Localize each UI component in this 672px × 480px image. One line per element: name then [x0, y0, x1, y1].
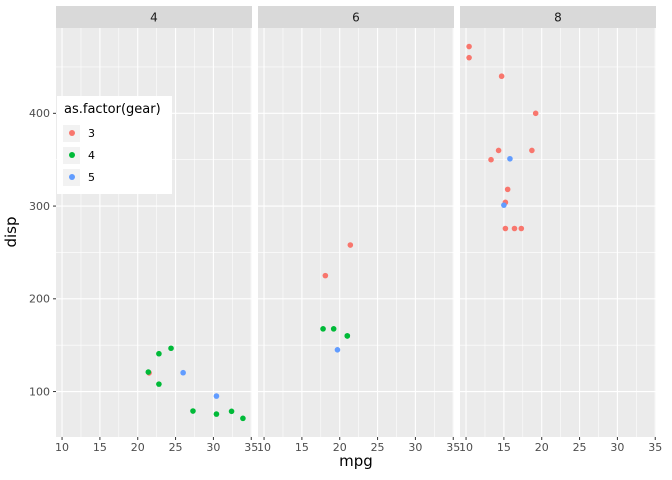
- data-point: [344, 333, 351, 339]
- data-point: [168, 345, 174, 352]
- data-point: [511, 225, 518, 232]
- data-point: [504, 186, 511, 193]
- x-tick-label: 10: [257, 441, 271, 454]
- data-point: [228, 408, 235, 415]
- y-tick-label: 200: [29, 293, 50, 306]
- legend-item-gear-5: 5: [63, 166, 161, 188]
- facet-strip-label: 6: [352, 11, 360, 25]
- y-tick-label: 300: [29, 200, 50, 213]
- legend-label: 4: [88, 148, 95, 162]
- x-tick-label: 30: [610, 441, 624, 454]
- data-point: [466, 54, 472, 61]
- x-tick-label: 20: [535, 441, 549, 454]
- x-tick-label: 25: [169, 441, 183, 454]
- facet-strip: [460, 6, 656, 28]
- data-point: [322, 272, 329, 279]
- x-tick-label: 10: [459, 441, 473, 454]
- data-point: [180, 369, 186, 376]
- data-point: [240, 415, 246, 422]
- x-tick-label: 20: [131, 441, 145, 454]
- legend: as.factor(gear) 3 4 5: [57, 96, 172, 194]
- data-point: [156, 350, 162, 357]
- data-point: [488, 156, 494, 163]
- panel-background: [258, 28, 454, 437]
- facet-strip-label: 4: [150, 11, 158, 25]
- legend-dot-gear-5: [68, 174, 75, 180]
- data-point: [495, 147, 502, 154]
- x-tick-label: 35: [244, 441, 258, 454]
- legend-item-gear-3: 3: [63, 122, 161, 144]
- x-tick-label: 20: [333, 441, 347, 454]
- legend-key: [63, 168, 80, 186]
- y-axis-title: disp: [2, 216, 20, 247]
- data-point: [347, 242, 354, 248]
- data-point: [501, 202, 507, 208]
- data-point: [529, 147, 535, 154]
- x-axis-title: mpg: [339, 452, 373, 470]
- facet-strip-label: 8: [554, 11, 562, 25]
- data-point: [507, 155, 513, 162]
- data-point: [156, 381, 162, 387]
- x-tick-label: 25: [371, 441, 385, 454]
- data-point: [498, 73, 505, 80]
- x-tick-label: 35: [648, 441, 662, 454]
- legend-title: as.factor(gear): [64, 102, 161, 117]
- data-point: [320, 326, 326, 332]
- panel-background: [56, 28, 252, 437]
- data-point: [330, 326, 337, 332]
- x-tick-label: 30: [408, 441, 422, 454]
- legend-dot-gear-4: [68, 152, 75, 158]
- data-point: [190, 408, 196, 414]
- x-tick-label: 15: [295, 441, 309, 454]
- legend-label: 5: [88, 170, 95, 184]
- y-tick-label: 100: [29, 385, 50, 398]
- panel-background: [460, 28, 656, 437]
- data-point: [145, 369, 152, 375]
- data-point: [334, 347, 341, 353]
- data-point: [213, 411, 220, 417]
- data-point: [518, 225, 525, 232]
- x-tick-label: 30: [206, 441, 220, 454]
- facet-strip: [56, 6, 252, 28]
- x-tick-label: 35: [446, 441, 460, 454]
- x-tick-label: 15: [497, 441, 511, 454]
- y-tick-label: 400: [29, 107, 50, 120]
- x-tick-label: 10: [55, 441, 69, 454]
- facet-strip: [258, 6, 454, 28]
- data-point: [466, 43, 472, 50]
- legend-item-gear-4: 4: [63, 144, 161, 166]
- x-tick-label: 25: [573, 441, 587, 454]
- legend-label: 3: [88, 126, 95, 140]
- data-point: [502, 225, 509, 232]
- legend-key: [63, 146, 80, 164]
- x-tick-label: 15: [93, 441, 107, 454]
- data-point: [213, 393, 220, 399]
- legend-dot-gear-3: [68, 130, 75, 136]
- legend-key: [63, 124, 80, 142]
- data-point: [532, 110, 539, 117]
